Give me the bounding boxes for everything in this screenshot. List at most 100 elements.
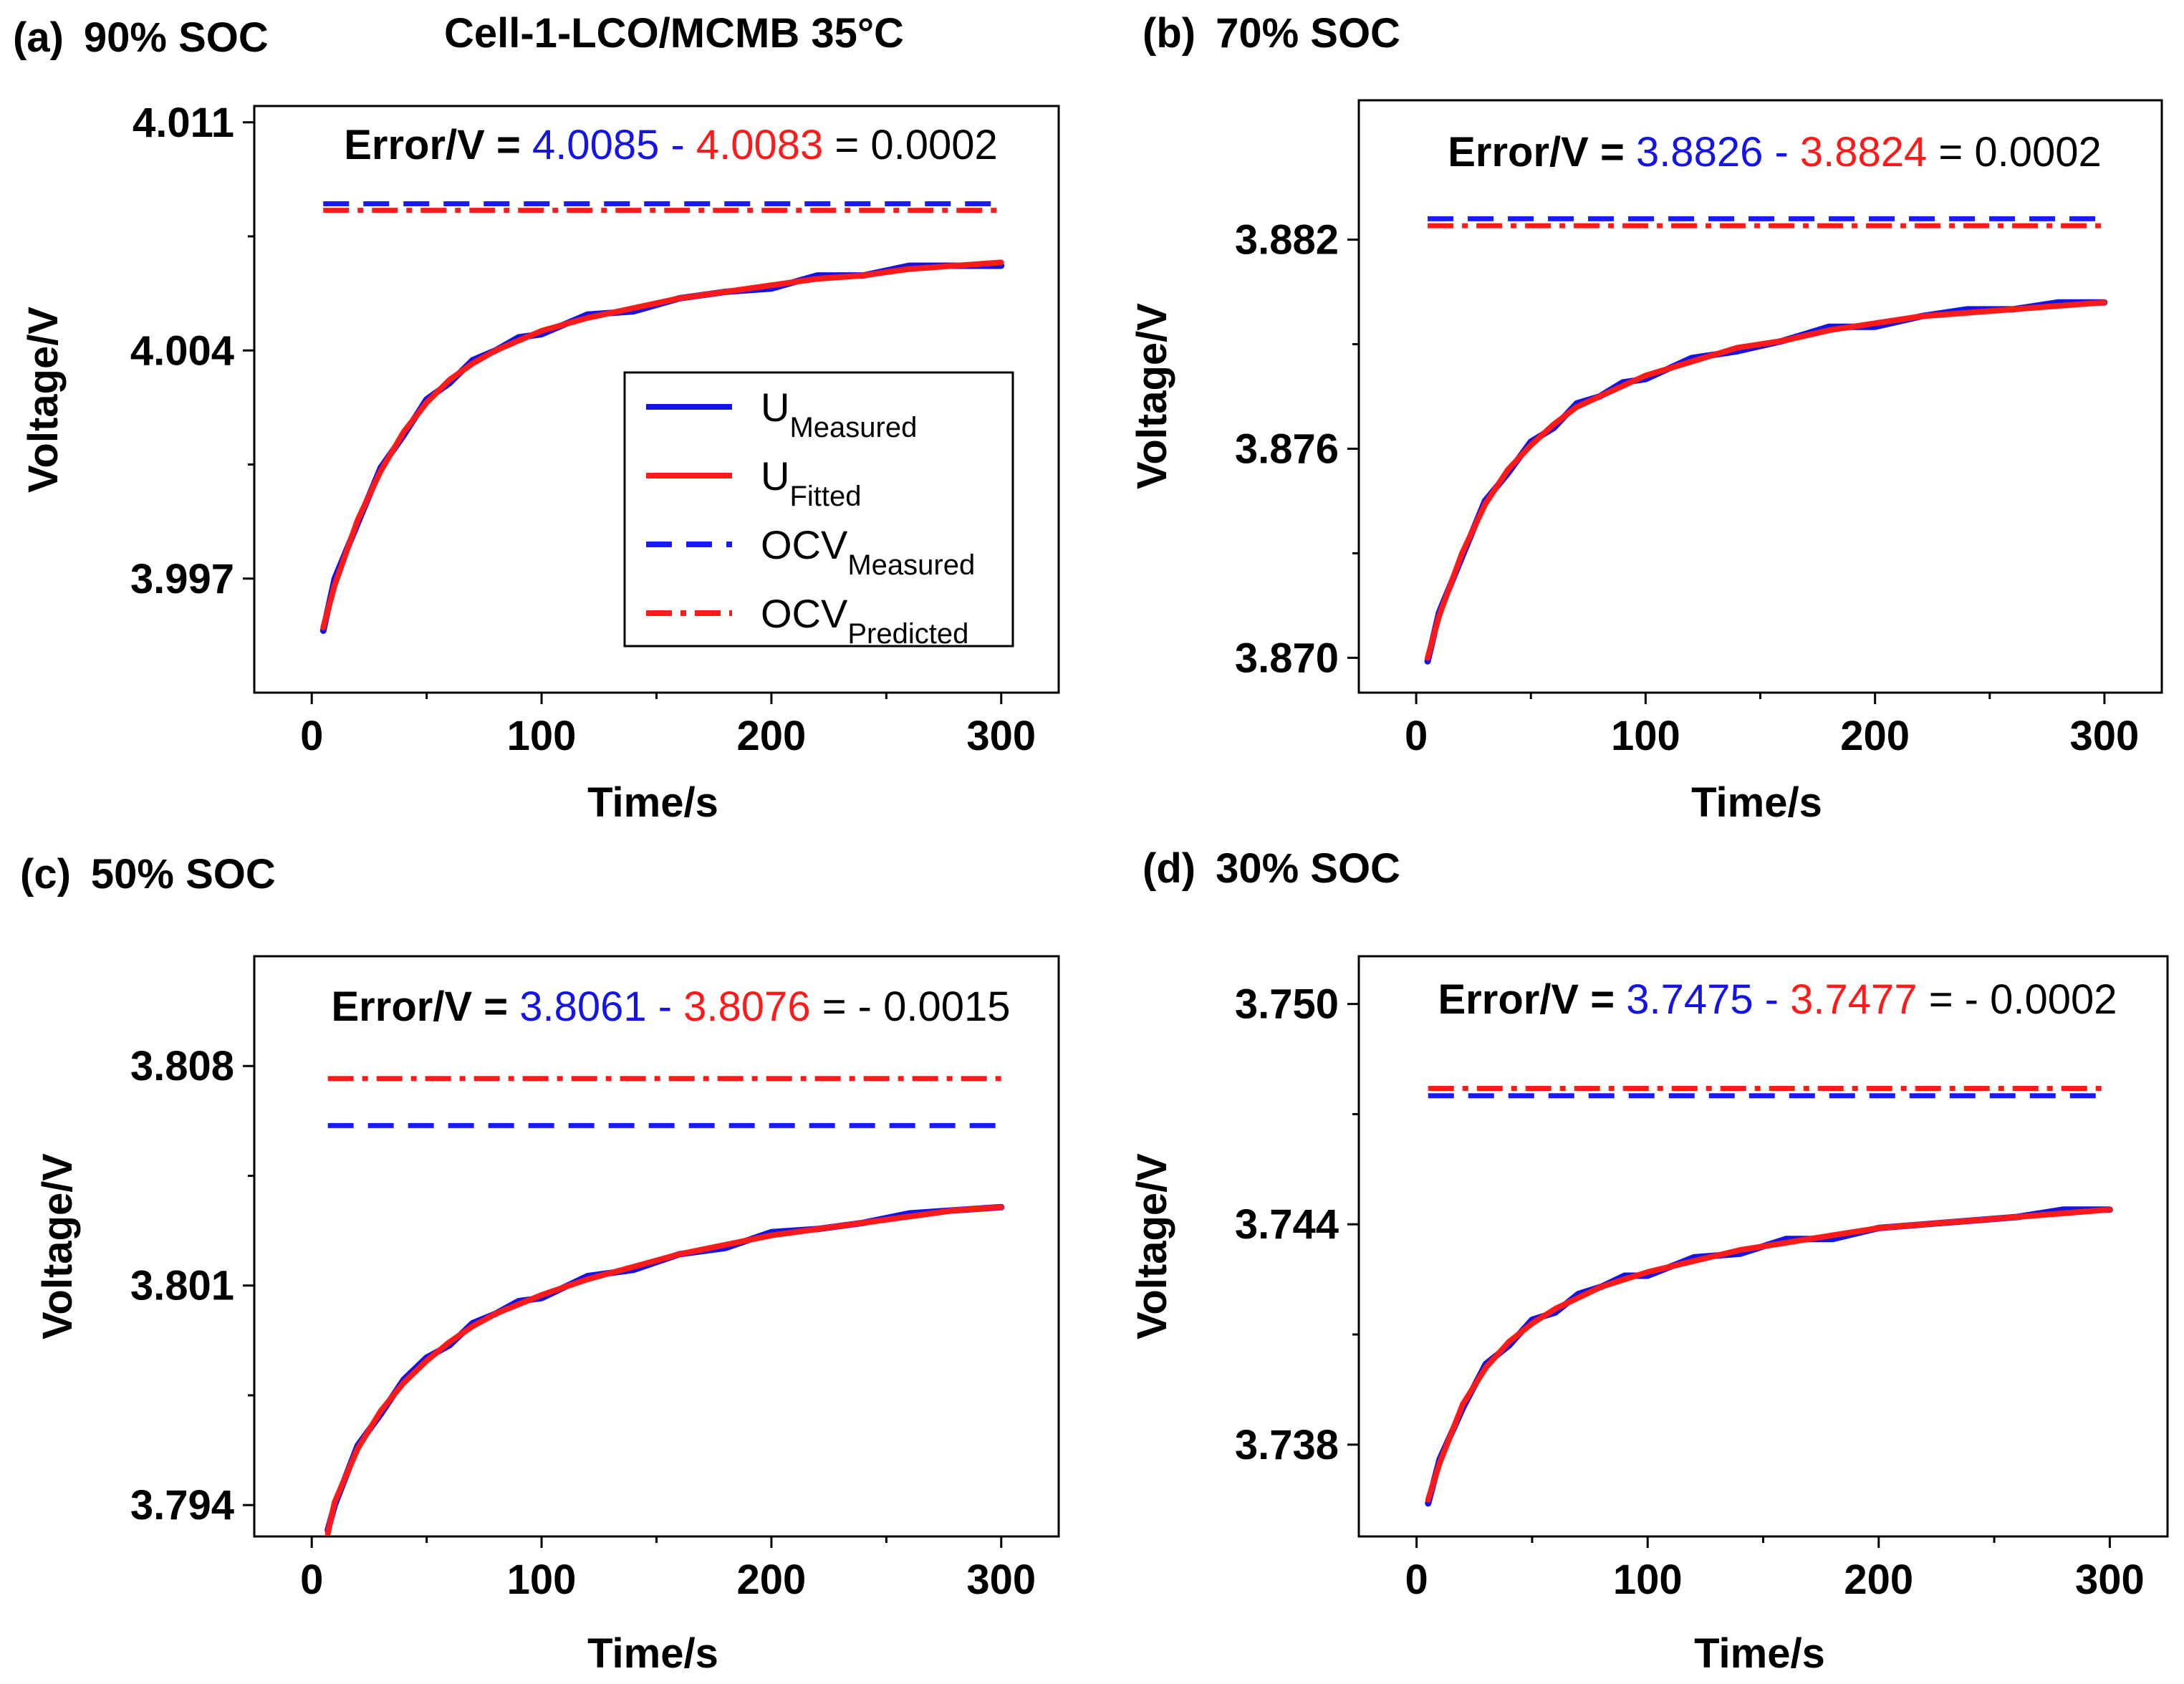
panel-soc: 90% SOC bbox=[84, 14, 269, 61]
y-tick-label: 3.744 bbox=[1235, 1201, 1339, 1248]
y-tick-label: 4.011 bbox=[133, 100, 234, 146]
error-annotation: Error/V = 4.0085 - 4.0083 = 0.0002 bbox=[344, 122, 998, 168]
x-axis-label: Time/s bbox=[587, 1630, 718, 1677]
y-axis-label: Voltage/V bbox=[34, 1153, 81, 1339]
y-tick-label: 3.801 bbox=[130, 1263, 234, 1309]
legend-main: OCV bbox=[761, 591, 848, 636]
y-axis-label: Voltage/V bbox=[1129, 1153, 1175, 1339]
y-axis-label: Voltage/V bbox=[20, 307, 67, 493]
x-tick-label: 300 bbox=[2075, 1557, 2145, 1603]
y-tick-label: 3.876 bbox=[1235, 425, 1339, 472]
u-fitted-line bbox=[320, 259, 1004, 630]
u-fitted-line bbox=[1425, 299, 2107, 661]
y-tick-label: 3.870 bbox=[1235, 635, 1339, 681]
error-predicted-value: 4.0083 bbox=[696, 122, 823, 168]
panel-label: (c) bbox=[20, 851, 71, 898]
y-tick-label: 4.004 bbox=[130, 327, 234, 374]
x-axis-label: Time/s bbox=[1691, 779, 1822, 826]
error-minus: - bbox=[1763, 129, 1800, 175]
y-tick-label: 3.750 bbox=[1235, 981, 1339, 1028]
legend-entry: UMeasured bbox=[761, 385, 917, 443]
panel-a: (a) 90% SOC 0 100 200 300 3.997 4.004 4.011 Time/… bbox=[13, 14, 1060, 826]
error-annotation: Error/V = 3.7475 - 3.7477 = - 0.0002 bbox=[1438, 976, 2117, 1023]
panel-d: (d) 30% SOC 0 100 200 300 3.738 3.744 3.750 Time/… bbox=[1129, 845, 2169, 1677]
x-tick-label: 100 bbox=[507, 713, 577, 759]
error-result: = 0.0002 bbox=[1927, 129, 2102, 175]
error-result: = - 0.0002 bbox=[1918, 976, 2117, 1023]
panel-title: (a) 90% SOC bbox=[13, 14, 269, 61]
legend-sub: Measured bbox=[847, 549, 975, 581]
error-measured-value: 3.8826 bbox=[1636, 129, 1763, 175]
error-minus: - bbox=[647, 983, 684, 1030]
panel-title: (b) 70% SOC bbox=[1142, 10, 1400, 57]
y-tick-label: 3.997 bbox=[130, 556, 234, 602]
x-tick-label: 300 bbox=[966, 713, 1036, 759]
figure-title: Cell-1-LCO/MCMB 35°C bbox=[444, 10, 904, 57]
y-axis-label: Voltage/V bbox=[1129, 303, 1175, 489]
panel-c: (c) 50% SOC 0 100 200 300 3.794 3.801 3.808 Time/… bbox=[20, 851, 1060, 1677]
legend-main: U bbox=[761, 453, 789, 499]
panel-soc: 70% SOC bbox=[1216, 10, 1400, 57]
legend-sub: Predicted bbox=[847, 618, 968, 650]
y-tick-label: 3.738 bbox=[1235, 1422, 1339, 1468]
panel-soc: 30% SOC bbox=[1216, 845, 1400, 892]
error-predicted-value: 3.8824 bbox=[1800, 129, 1927, 175]
error-predicted-value: 3.8076 bbox=[683, 983, 810, 1030]
u-fitted-line bbox=[324, 1204, 1004, 1536]
error-label: Error/V = bbox=[344, 122, 532, 168]
panel-label: (a) bbox=[13, 14, 64, 61]
x-tick-label: 200 bbox=[737, 1557, 807, 1603]
legend-entry: OCVPredicted bbox=[761, 591, 968, 650]
x-tick-label: 200 bbox=[737, 713, 807, 759]
legend-sub: Measured bbox=[789, 412, 917, 443]
error-predicted-value: 3.7477 bbox=[1790, 976, 1917, 1023]
x-tick-label: 300 bbox=[966, 1557, 1036, 1603]
x-tick-label: 100 bbox=[507, 1557, 577, 1603]
panel-label: (b) bbox=[1142, 10, 1196, 57]
legend-main: OCV bbox=[761, 522, 848, 567]
u-measured-line bbox=[1425, 1206, 2113, 1507]
x-tick-label: 100 bbox=[1613, 1557, 1683, 1603]
y-tick-label: 3.794 bbox=[130, 1482, 234, 1529]
error-label: Error/V = bbox=[1438, 976, 1626, 1023]
panel-soc: 50% SOC bbox=[91, 851, 276, 898]
plot-frame bbox=[253, 955, 1060, 1538]
legend-sub: Fitted bbox=[789, 481, 861, 512]
legend-entry: OCVMeasured bbox=[761, 522, 975, 581]
y-tick-label: 3.882 bbox=[1235, 217, 1339, 264]
error-annotation: Error/V = 3.8826 - 3.8824 = 0.0002 bbox=[1448, 129, 2102, 175]
error-annotation: Error/V = 3.8061 - 3.8076 = - 0.0015 bbox=[331, 983, 1010, 1030]
panel-b: (b) 70% SOC 0 100 200 300 3.870 3.876 3.882 Time/… bbox=[1129, 10, 2163, 826]
panel-title: (c) 50% SOC bbox=[20, 851, 276, 898]
x-tick-label: 0 bbox=[300, 713, 323, 759]
legend-entry: UFitted bbox=[761, 453, 862, 512]
x-tick-label: 200 bbox=[1844, 1557, 1913, 1603]
panel-title: (d) 30% SOC bbox=[1142, 845, 1400, 892]
legend-box bbox=[623, 371, 1014, 648]
x-tick-label: 0 bbox=[300, 1557, 323, 1603]
x-axis-label: Time/s bbox=[1694, 1630, 1825, 1677]
legend-main: U bbox=[761, 385, 789, 430]
x-tick-label: 100 bbox=[1611, 713, 1680, 759]
error-measured-value: 3.8061 bbox=[519, 983, 646, 1030]
x-axis-label: Time/s bbox=[587, 779, 718, 826]
u-fitted-line bbox=[1425, 1206, 2113, 1503]
error-label: Error/V = bbox=[1448, 129, 1636, 175]
x-tick-label: 200 bbox=[1840, 713, 1910, 759]
error-result: = - 0.0015 bbox=[811, 983, 1011, 1030]
plot-frame bbox=[1357, 99, 2163, 694]
error-minus: - bbox=[659, 122, 696, 168]
y-tick-label: 3.808 bbox=[130, 1043, 234, 1089]
x-tick-label: 300 bbox=[2070, 713, 2140, 759]
panel-label: (d) bbox=[1142, 845, 1196, 892]
error-result: = 0.0002 bbox=[823, 122, 998, 168]
u-measured-line bbox=[1424, 299, 2108, 665]
error-measured-value: 3.7475 bbox=[1626, 976, 1753, 1023]
error-label: Error/V = bbox=[331, 983, 519, 1030]
error-measured-value: 4.0085 bbox=[532, 122, 659, 168]
x-tick-label: 0 bbox=[1405, 713, 1428, 759]
x-tick-label: 0 bbox=[1405, 1557, 1428, 1603]
error-minus: - bbox=[1754, 976, 1791, 1023]
